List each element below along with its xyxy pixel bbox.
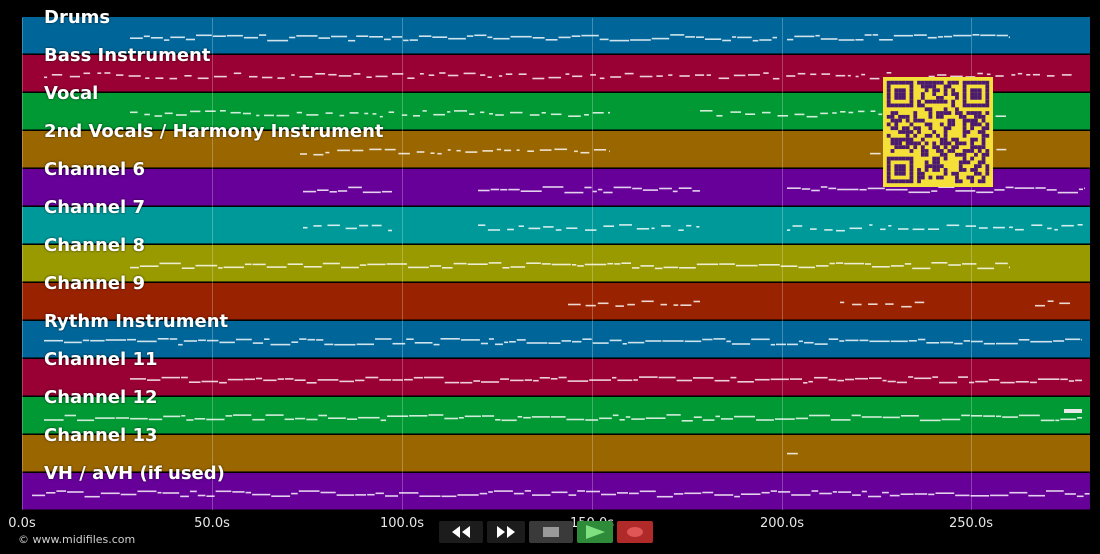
track-label: Bass Instrument <box>44 45 211 66</box>
track-label: 2nd Vocals / Harmony Instrument <box>44 121 384 142</box>
track-row[interactable] <box>22 245 1090 282</box>
track-label: Drums <box>44 7 111 28</box>
track-label: Channel 9 <box>44 273 145 294</box>
copyright-text: © www.midifiles.com <box>18 533 136 546</box>
stop-icon <box>543 527 559 537</box>
rewind-button[interactable] <box>439 521 483 543</box>
gridline <box>592 18 593 510</box>
track-row[interactable] <box>22 283 1090 320</box>
gridline <box>971 18 972 510</box>
tick-label: 0.0s <box>8 516 36 531</box>
gridline <box>782 18 783 510</box>
track-row[interactable] <box>22 359 1090 396</box>
tick-label: 100.0s <box>380 516 424 531</box>
qr-code <box>883 77 993 187</box>
rewind-icon <box>452 526 470 538</box>
play-button[interactable] <box>577 521 613 543</box>
track-label: Channel 8 <box>44 235 145 256</box>
track-label: Vocal <box>44 83 99 104</box>
fast-forward-icon <box>497 526 515 538</box>
playback-controls <box>439 521 653 543</box>
record-button[interactable] <box>617 521 653 543</box>
fast-forward-button[interactable] <box>487 521 525 543</box>
track-row[interactable] <box>22 207 1090 244</box>
track-label: Rythm Instrument <box>44 311 229 332</box>
track-row[interactable] <box>22 397 1090 434</box>
track-label: Channel 11 <box>44 349 158 370</box>
gridline <box>212 18 213 510</box>
track-label: Channel 13 <box>44 425 158 446</box>
track-row[interactable] <box>22 435 1090 472</box>
play-icon <box>586 525 605 539</box>
track-label: Channel 7 <box>44 197 145 218</box>
tick-label: 200.0s <box>760 516 804 531</box>
stop-button[interactable] <box>529 521 573 543</box>
track-label: Channel 6 <box>44 159 145 180</box>
gridline <box>402 18 403 510</box>
track-label: Channel 12 <box>44 387 158 408</box>
tick-label: 250.0s <box>949 516 993 531</box>
record-icon <box>627 527 643 537</box>
tick-label: 50.0s <box>194 516 230 531</box>
gridline <box>22 18 23 510</box>
track-label: VH / aVH (if used) <box>44 463 225 484</box>
